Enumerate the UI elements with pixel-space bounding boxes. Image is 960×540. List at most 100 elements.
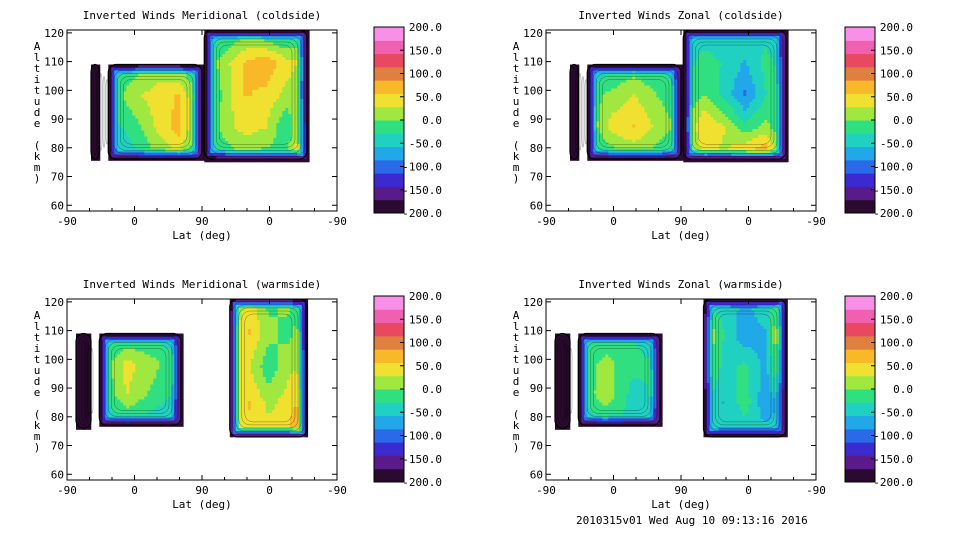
contour-line (105, 339, 176, 420)
contour-line (686, 32, 784, 157)
colorbar-swatch (374, 66, 404, 81)
x-tick-label: 90 (195, 215, 208, 228)
y-tick-label: 70 (530, 440, 543, 453)
colorbar-swatch (374, 402, 404, 417)
x-tick-label: -90 (57, 215, 77, 228)
contour-line (99, 73, 103, 151)
y-tick-label: 100 (523, 353, 543, 366)
x-tick-label: -90 (327, 215, 347, 228)
colorbar: 200.0 150.0 100.0 50.0 0.0 -50.0 -100.0 -150.0 -… (844, 21, 914, 220)
data-block (75, 332, 94, 430)
panel-4: Inverted Winds Zonal (warmside) -90 0 90 0 -9… (513, 278, 913, 511)
y-tick-label: 110 (44, 325, 64, 338)
contour-line (572, 67, 576, 157)
colorbar-swatch (845, 106, 875, 121)
colorbar-tick-label: -100.0 (402, 161, 442, 174)
colorbar-swatch (845, 402, 875, 417)
contour-line (715, 310, 775, 426)
colorbar-tick-label: 200.0 (409, 290, 442, 303)
contour-line (698, 44, 772, 145)
contour-line (111, 345, 170, 414)
colorbar-swatch (374, 27, 404, 41)
colorbar-tick-label: 150.0 (880, 44, 913, 57)
colorbar-swatch (845, 53, 875, 68)
colorbar-swatch (845, 159, 875, 174)
x-axis-label: Lat (deg) (172, 229, 232, 242)
contour-line (216, 41, 296, 148)
colorbar-tick-label: 200.0 (409, 21, 442, 34)
colorbar-tick-label: -50.0 (880, 406, 913, 419)
contour-line (599, 76, 670, 148)
x-tick-label: 90 (674, 215, 687, 228)
y-tick-label: 120 (523, 27, 543, 40)
colorbar-swatch (374, 375, 404, 390)
colorbar-tick-label: -200.0 (402, 476, 442, 489)
y-tick-label: 70 (51, 440, 64, 453)
panel-title: Inverted Winds Meridional (coldside) (83, 9, 321, 22)
block-outline (203, 30, 308, 160)
footer-timestamp: 2010315v01 Wed Aug 10 09:13:16 2016 (576, 514, 808, 527)
contour-line (102, 76, 106, 148)
contour-line (90, 348, 94, 414)
colorbar-swatch (374, 335, 404, 350)
colorbar-swatch (374, 322, 404, 337)
y-tick-label: 90 (530, 113, 543, 126)
y-tick-label: 60 (51, 468, 64, 481)
colorbar-swatch (374, 40, 404, 55)
x-axis-label: Lat (deg) (651, 498, 711, 511)
colorbar-tick-label: -150.0 (873, 453, 913, 466)
data-block (98, 332, 184, 427)
colorbar-swatch (374, 186, 404, 201)
colorbar-swatch (374, 159, 404, 174)
x-tick-label: 0 (266, 484, 273, 497)
colorbar-swatch (374, 428, 404, 443)
colorbar-swatch (845, 349, 875, 363)
colorbar-swatch (374, 173, 404, 187)
colorbar-swatch (845, 468, 875, 483)
colorbar-tick-label: 0.0 (893, 383, 913, 396)
colorbar-swatch (374, 133, 404, 148)
block-outline (577, 332, 661, 427)
x-tick-label: 0 (131, 215, 138, 228)
colorbar-swatch (845, 146, 875, 161)
colorbar-swatch (845, 442, 875, 456)
colorbar-swatch (845, 173, 875, 187)
colorbar-tick-label: 50.0 (887, 91, 914, 104)
colorbar-tick-label: 200.0 (880, 290, 913, 303)
colorbar-tick-label: -200.0 (402, 207, 442, 220)
contour-line (692, 38, 778, 151)
data-block (702, 299, 788, 438)
x-tick-label: -90 (536, 215, 556, 228)
contour-line (709, 304, 781, 432)
contour-line (590, 345, 649, 414)
x-tick-label: 0 (745, 484, 752, 497)
colorbar-swatch (845, 362, 875, 377)
panel-title: Inverted Winds Zonal (coldside) (578, 9, 783, 22)
data-block (107, 63, 205, 161)
contour-line (602, 79, 667, 145)
contour-line (84, 342, 88, 420)
colorbar-tick-label: 0.0 (422, 383, 442, 396)
colorbar-swatch (845, 120, 875, 134)
y-tick-label: 80 (530, 411, 543, 424)
y-tick-label: 110 (44, 56, 64, 69)
contour-line (87, 345, 91, 417)
colorbar-swatch (845, 40, 875, 55)
x-tick-label: -90 (806, 484, 826, 497)
block-outline (229, 299, 308, 438)
contour-line (581, 76, 585, 148)
contour-line (123, 79, 188, 145)
data-block (577, 332, 663, 427)
contour-line (695, 41, 775, 148)
y-tick-label: 120 (44, 296, 64, 309)
colorbar-tick-label: 50.0 (416, 360, 443, 373)
colorbar-swatch (374, 296, 404, 310)
colorbar-swatch (374, 93, 404, 108)
block-outline (107, 63, 203, 160)
colorbar-swatch (845, 322, 875, 337)
colorbar-swatch (845, 428, 875, 443)
contour-line (93, 67, 97, 157)
colorbar-swatch (374, 53, 404, 68)
contour-field (554, 299, 788, 438)
panel-title: Inverted Winds Zonal (warmside) (578, 278, 783, 291)
